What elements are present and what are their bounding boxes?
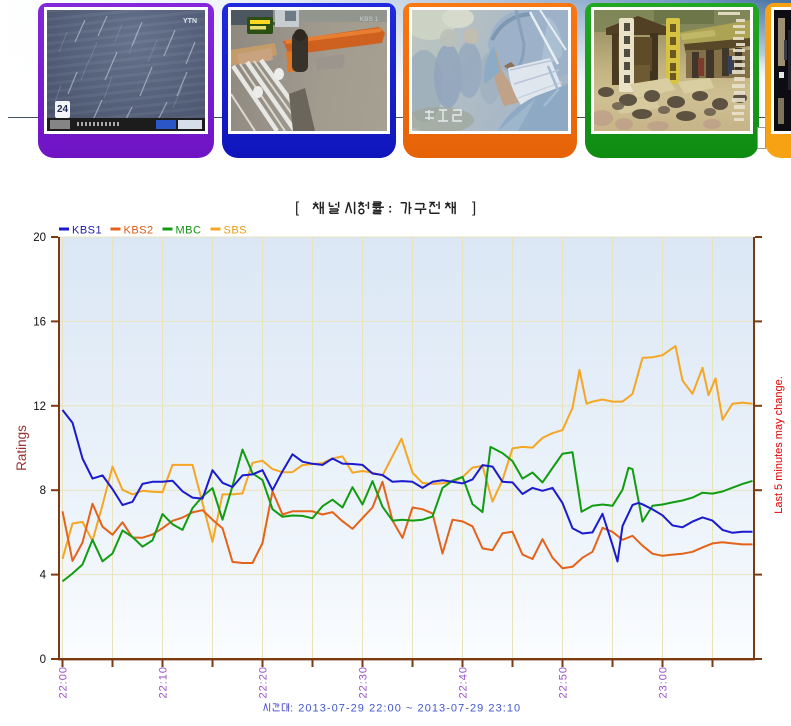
- svg-text:Ratings: Ratings: [14, 425, 29, 471]
- svg-text:Last 5 minutes may change.: Last 5 minutes may change.: [773, 376, 785, 514]
- svg-text:20: 20: [33, 232, 46, 244]
- svg-text:12: 12: [33, 401, 46, 413]
- svg-text:KBS1: KBS1: [72, 225, 102, 237]
- svg-text:22:50: 22:50: [558, 666, 570, 699]
- svg-text:22:30: 22:30: [358, 666, 370, 699]
- svg-text:22:40: 22:40: [458, 666, 470, 699]
- svg-text:MBC: MBC: [176, 225, 202, 237]
- svg-text:4: 4: [40, 570, 47, 582]
- svg-text:22:20: 22:20: [258, 666, 270, 699]
- svg-text::: :: [388, 201, 392, 216]
- svg-text:YTN: YTN: [183, 18, 197, 25]
- svg-text:23:00: 23:00: [658, 666, 670, 699]
- svg-text:8: 8: [40, 485, 46, 497]
- svg-text:KBS2: KBS2: [124, 225, 154, 237]
- svg-text:: 2013-07-29 22:00 ~ 2013-07-2: : 2013-07-29 22:00 ~ 2013-07-29 23:10: [290, 703, 521, 715]
- svg-text:]: ]: [472, 200, 476, 217]
- svg-text:0: 0: [40, 654, 46, 666]
- svg-text:22:10: 22:10: [158, 666, 170, 699]
- svg-text:SBS: SBS: [224, 225, 248, 237]
- svg-text:KBS 1: KBS 1: [360, 16, 379, 23]
- svg-text:22:00: 22:00: [58, 666, 70, 699]
- svg-text:16: 16: [33, 316, 46, 328]
- svg-text:[: [: [295, 200, 300, 217]
